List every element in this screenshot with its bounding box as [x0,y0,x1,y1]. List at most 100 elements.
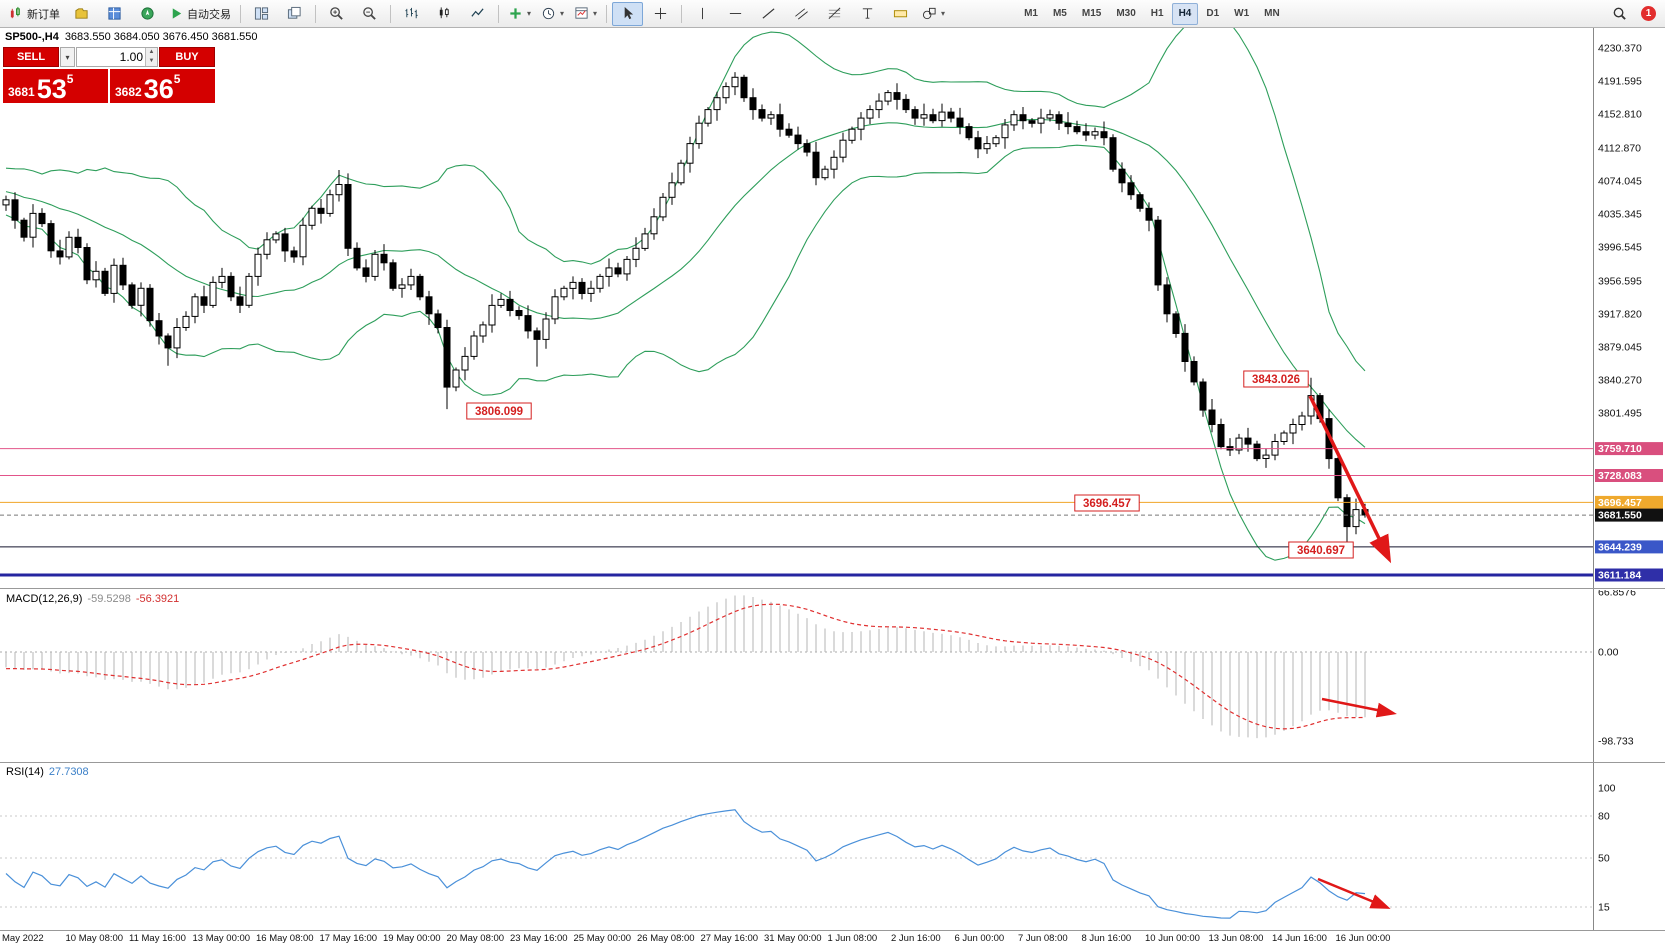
periods-button[interactable]: ▾ [537,2,568,26]
vertical-line-tool-button[interactable] [687,2,718,26]
chart-profile-button[interactable] [66,2,97,26]
timeframe-mn[interactable]: MN [1264,8,1280,19]
timeframe-m30[interactable]: M30 [1116,8,1136,19]
timeframe-m15[interactable]: M15 [1081,8,1102,19]
notification-badge[interactable]: 1 [1641,6,1656,21]
rsi-axis-label: 100 [1598,783,1616,795]
rsi-axis-label: 50 [1598,853,1610,865]
crosshair-tool-button[interactable] [645,2,676,26]
shapes-tool-button[interactable]: ▾ [918,2,949,26]
svg-text:3681.550: 3681.550 [1598,510,1642,522]
navigator-button[interactable] [132,2,163,26]
buy-price-panel[interactable]: 3682 36 5 [110,69,215,103]
chevron-down-icon: ▾ [527,9,532,18]
time-axis-label: 14 Jun 16:00 [1272,933,1327,944]
time-axis-label: 16 May 08:00 [256,933,314,944]
timeframe-d1[interactable]: D1 [1206,8,1220,19]
sell-button[interactable]: SELL [3,47,59,67]
price-axis-highlight [1595,495,1663,509]
buy-button[interactable]: BUY [159,47,215,67]
text-icon [862,8,873,19]
fibonacci-tool-button[interactable] [819,2,850,26]
price-axis-label: 4230.370 [1598,43,1642,55]
cascade-windows-button[interactable] [279,2,310,26]
tile-windows-button[interactable] [246,2,277,26]
one-click-trading-widget: SELL ▾ ▲ ▼ BUY 3681 53 5 3682 36 5 [3,47,215,103]
macd-signal-line [5,603,1366,730]
svg-text:3640.697: 3640.697 [1297,545,1345,557]
trend-arrow-annotation [1308,395,1392,564]
linechart-icon [471,8,484,17]
channel-tool-button[interactable] [786,2,817,26]
chart-ohlc-header: SP500-,H4 3683.550 3684.050 3676.450 3681… [5,31,258,43]
time-axis-label: 17 May 16:00 [319,933,378,944]
price-axis-label: 3879.045 [1598,342,1642,354]
search-button[interactable] [1604,2,1635,26]
sell-price-panel[interactable]: 3681 53 5 [3,69,108,103]
price-axis-label: 4191.595 [1598,76,1642,88]
toolbar-separator [681,4,683,23]
time-axis-label: May 2022 [2,933,44,944]
chevron-down-icon: ▾ [593,9,598,18]
time-axis-label: 6 Jun 00:00 [954,933,1005,944]
rsi-panel[interactable]: 100 80 50 15 [0,763,1665,930]
price-axis-label: 3996.545 [1598,242,1642,254]
timeframe-h4[interactable]: H4 [1171,2,1199,25]
toolbar-separator [498,4,499,23]
price-axis[interactable]: 4230.370 4191.595 4152.810 4112.870 4074.045… [1593,28,1664,590]
price-axis-highlight [1595,568,1663,582]
timeframe-h1[interactable]: H1 [1150,8,1164,19]
price-axis-label: 3801.495 [1598,408,1642,420]
plus-icon [510,8,521,19]
new-order-button[interactable]: 新订单 [5,2,64,26]
time-axis[interactable]: May 2022 10 May 08:00 11 May 16:00 13 May 0… [0,930,1665,945]
buy-price-pips: 36 [143,74,174,105]
macd-panel[interactable]: 66.8576 0.00 -98.733 [0,590,1665,762]
bar-chart-button[interactable] [396,2,427,26]
time-axis-label: 2 Jun 16:00 [891,933,941,944]
zoom-in-button[interactable] [321,2,352,26]
autotrade-button[interactable]: 自动交易 [165,2,235,26]
toolbar-separator [240,4,241,23]
cursor-tool-button[interactable] [612,1,644,26]
cursor-icon [624,6,634,20]
time-axis-label: 31 May 00:00 [764,933,822,944]
panel-divider[interactable] [0,762,1665,763]
candle-chart-button[interactable] [429,2,460,26]
volume-increase-button[interactable]: ▲ [146,48,157,57]
macd-axis-label: 66.8576 [1598,590,1636,598]
trendline-tool-button[interactable] [753,2,784,26]
price-callout-box [1074,494,1140,512]
new-order-button-label: 新订单 [27,8,60,21]
volume-input[interactable] [77,48,145,66]
tile-icon [254,7,269,20]
hline-icon [729,13,742,14]
templates-button[interactable]: ▾ [570,2,601,26]
time-axis-label: 13 May 00:00 [192,933,251,944]
bars-icon [405,7,418,19]
price-axis-label: 3840.270 [1598,375,1642,387]
indicators-button[interactable]: ▾ [504,2,535,26]
panel-divider[interactable] [0,588,1665,589]
line-chart-button[interactable] [462,2,493,26]
price-callout-box [1288,541,1354,559]
zoom-out-button[interactable] [354,2,385,26]
volume-decrease-button[interactable]: ▼ [146,57,157,66]
symbol-label: SP500-,H4 [5,31,59,43]
timeframe-w1[interactable]: W1 [1234,8,1250,19]
timeframe-m1[interactable]: M1 [1024,8,1038,19]
sell-options-dropdown[interactable]: ▾ [60,47,75,67]
rsi-axis-label: 15 [1598,902,1610,914]
timeframe-m5[interactable]: M5 [1052,8,1067,19]
toolbar-separator [606,4,608,23]
time-axis-label: 27 May 16:00 [700,933,759,944]
price-callout-box [466,402,532,420]
main-chart-canvas[interactable]: 3843.026 3806.099 3696.457 3640.697 4230.370… [0,28,1665,590]
vline-icon [702,7,704,20]
svg-text:3611.184: 3611.184 [1598,570,1641,582]
text-tool-button[interactable] [852,2,883,26]
market-watch-button[interactable] [99,2,130,26]
svg-text:3806.099: 3806.099 [475,406,523,418]
horizontal-line-tool-button[interactable] [720,2,751,26]
label-tool-button[interactable] [885,2,916,26]
